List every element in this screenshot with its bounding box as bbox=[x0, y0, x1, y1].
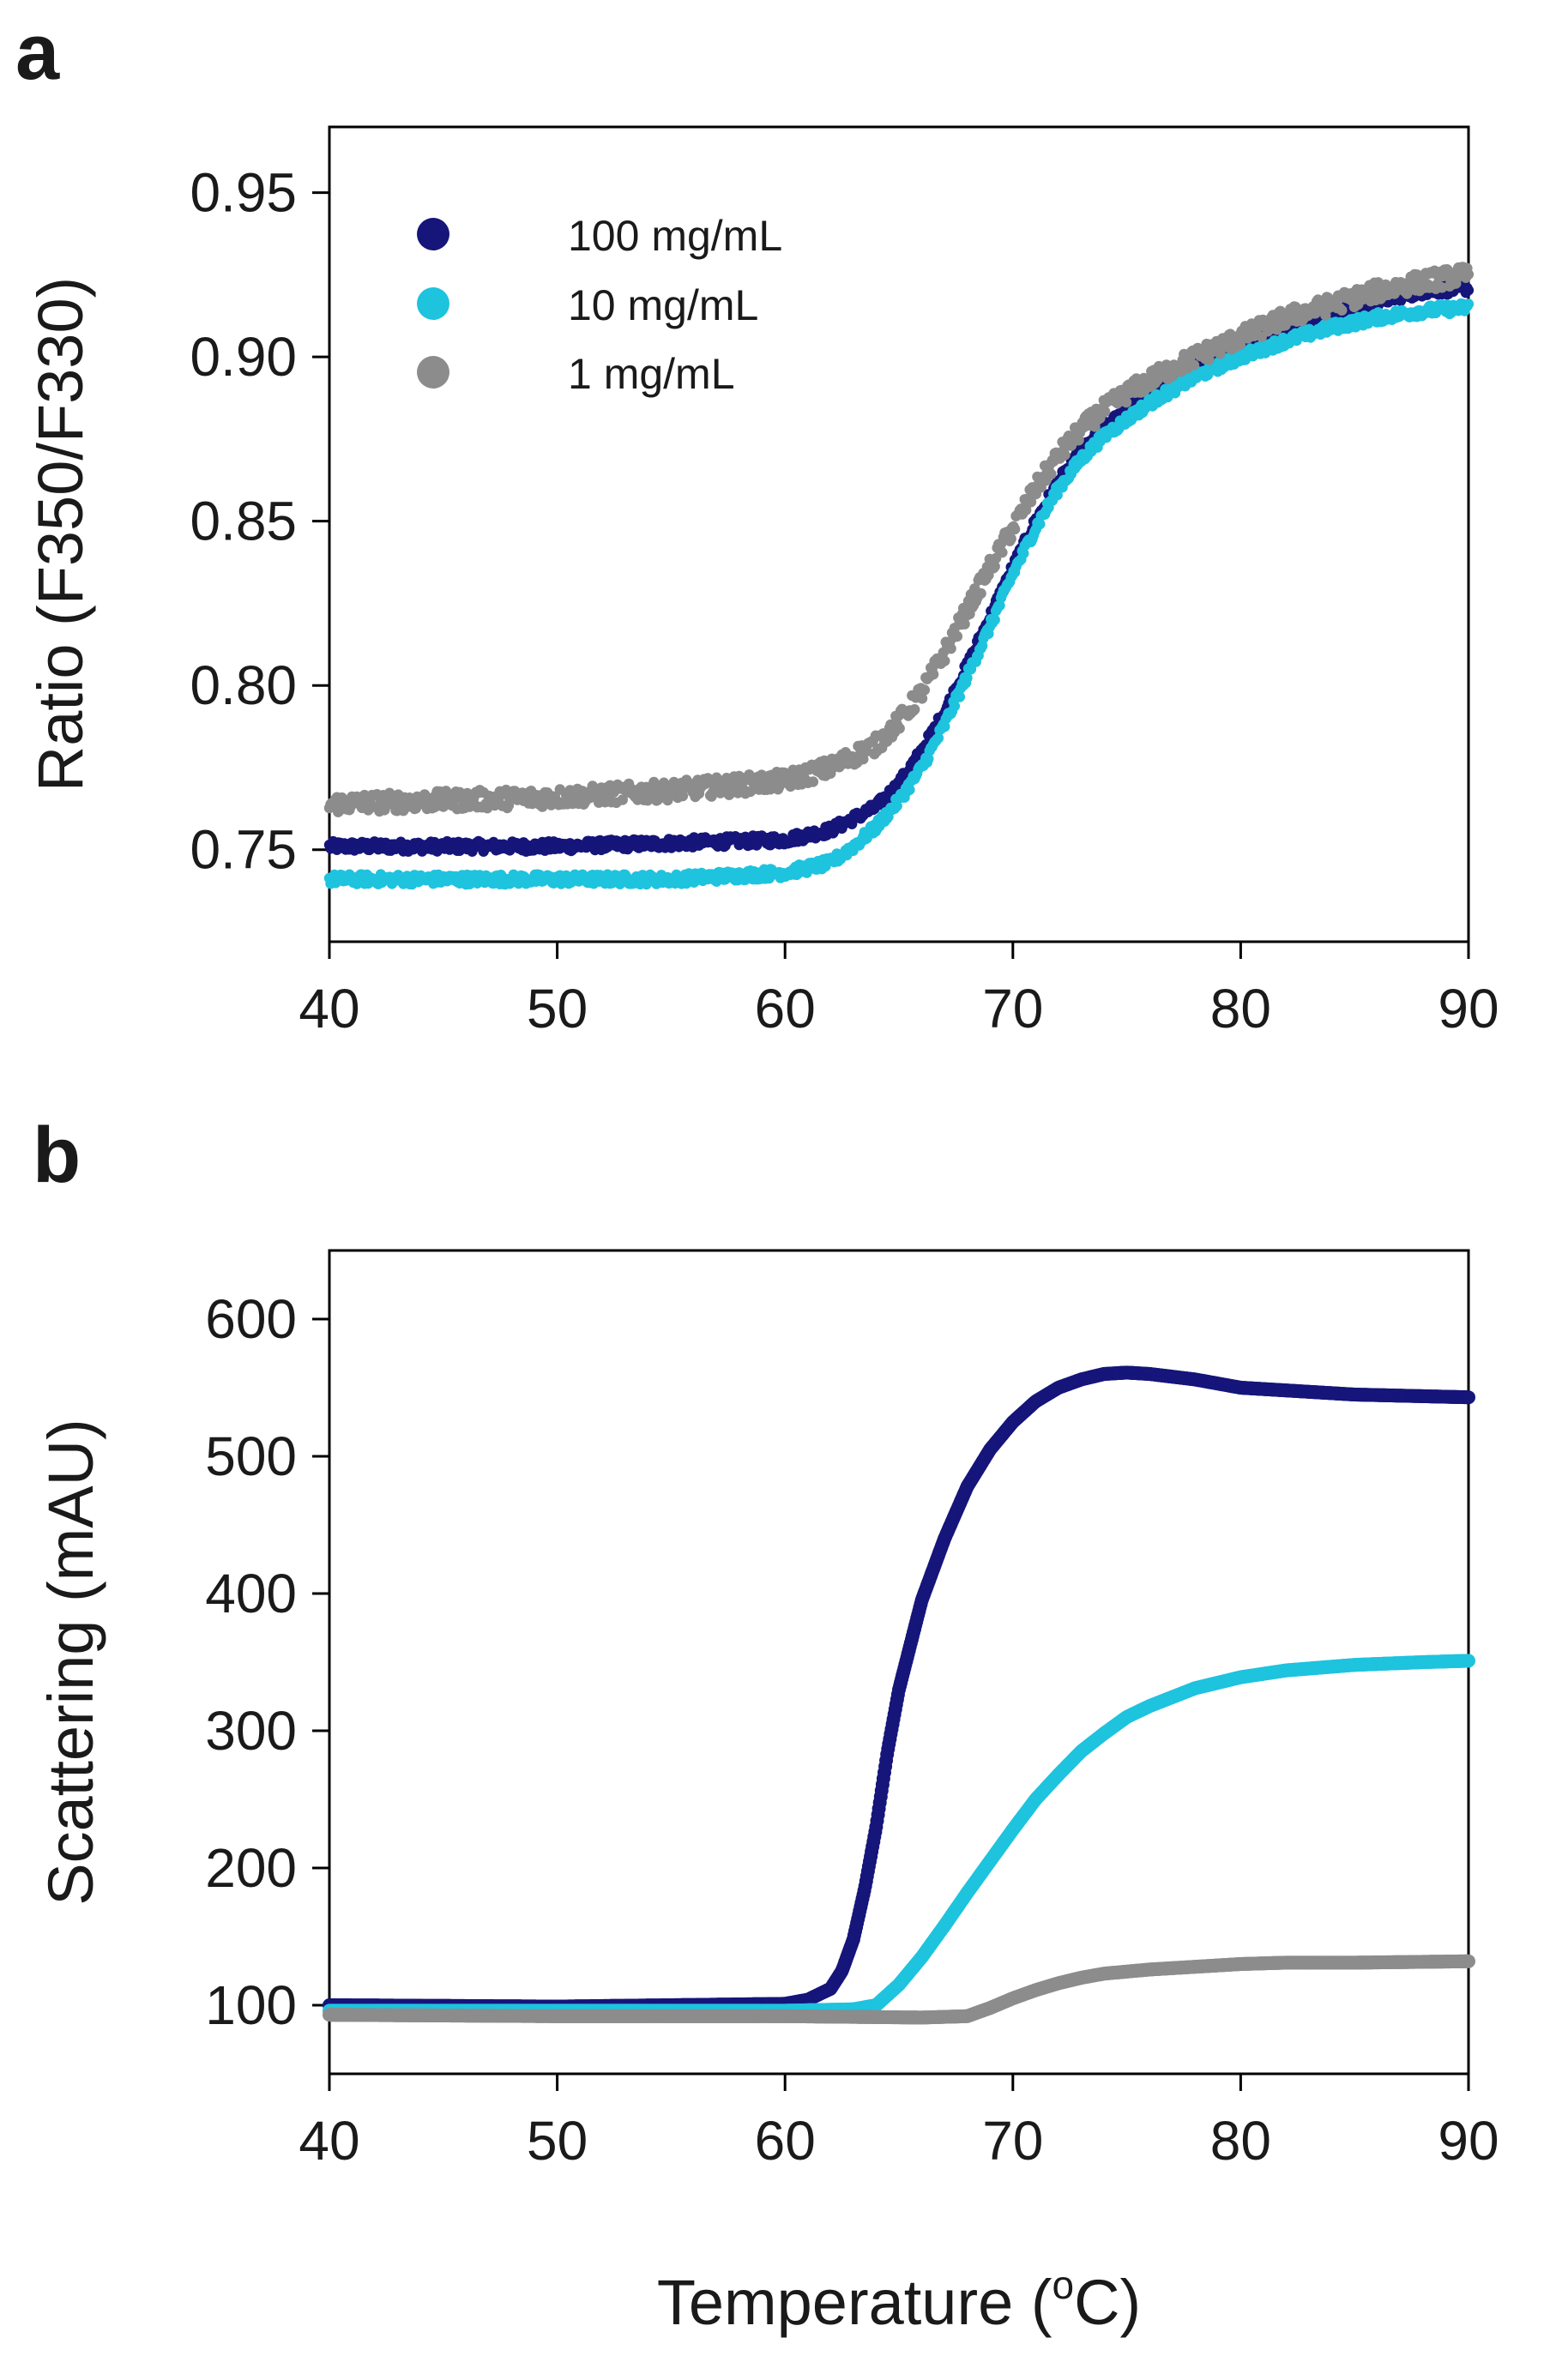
x-tick-label: 40 bbox=[299, 978, 359, 1039]
x-tick-label: 80 bbox=[1210, 978, 1271, 1039]
y-tick-label: 500 bbox=[205, 1425, 297, 1487]
legend-label-1: 1 mg/mL bbox=[568, 350, 735, 398]
data-point bbox=[894, 723, 905, 734]
x-tick-label: 60 bbox=[755, 2110, 816, 2172]
data-point bbox=[923, 753, 934, 765]
data-point bbox=[919, 684, 931, 696]
data-point bbox=[975, 587, 986, 600]
data-point bbox=[1188, 359, 1200, 371]
y-tick-label: 400 bbox=[205, 1563, 297, 1624]
y-tick-label: 200 bbox=[205, 1837, 297, 1899]
x-tick-label: 90 bbox=[1438, 978, 1499, 1039]
data-point bbox=[951, 630, 963, 642]
data-point bbox=[1120, 396, 1132, 408]
legend-marker-1 bbox=[417, 356, 449, 389]
panel-label-a: a bbox=[15, 9, 60, 96]
y-axis-label-a: Ratio (F350/F330) bbox=[25, 277, 96, 792]
data-point bbox=[1463, 298, 1475, 310]
data-point bbox=[945, 643, 956, 654]
y-tick-label: 0.85 bbox=[190, 491, 297, 552]
data-point bbox=[891, 800, 902, 811]
data-a bbox=[323, 262, 1475, 890]
data-point bbox=[1018, 548, 1029, 559]
data-point bbox=[1046, 468, 1057, 479]
data-point bbox=[1462, 1390, 1475, 1405]
data-point bbox=[1336, 304, 1348, 316]
data-point bbox=[949, 701, 961, 712]
data-point bbox=[1059, 449, 1071, 461]
y-tick-label: 100 bbox=[205, 1974, 297, 2036]
data-point bbox=[909, 704, 920, 715]
data-point bbox=[1463, 268, 1475, 280]
y-tick-label: 600 bbox=[205, 1288, 297, 1350]
legend-marker-100 bbox=[417, 218, 449, 250]
data-point bbox=[939, 655, 950, 666]
y-tick-label: 300 bbox=[205, 1700, 297, 1762]
x-tick-label: 50 bbox=[527, 2110, 588, 2172]
y-tick-label: 0.95 bbox=[190, 162, 297, 224]
panel-label-b: b bbox=[33, 1112, 81, 1199]
x-tick-label: 70 bbox=[982, 978, 1043, 1039]
x-tick-label: 60 bbox=[755, 978, 816, 1039]
series-100-mg-ml bbox=[323, 278, 1475, 857]
data-point bbox=[954, 691, 966, 702]
data-b bbox=[323, 1365, 1475, 2025]
data-point bbox=[927, 669, 939, 680]
data-point bbox=[904, 784, 915, 796]
ticks-a: 40 50 60 70 80 90 0.75 0.80 0.85 0.90 0.95 bbox=[190, 162, 1499, 1039]
x-tick-label: 80 bbox=[1210, 2110, 1271, 2172]
data-point bbox=[997, 546, 1008, 558]
legend-marker-10 bbox=[417, 287, 449, 320]
data-point bbox=[962, 672, 973, 684]
data-point bbox=[1009, 523, 1021, 535]
data-point bbox=[1100, 406, 1111, 418]
y-tick-label: 0.75 bbox=[190, 819, 297, 881]
legend-label-100: 100 mg/mL bbox=[568, 212, 782, 260]
x-tick-label: 70 bbox=[982, 2110, 1043, 2172]
data-point bbox=[1005, 533, 1016, 545]
data-point bbox=[807, 776, 819, 787]
panel-a: a 40 50 60 70 80 90 0.75 0.80 0.85 0.90 0.95 Ratio… bbox=[15, 9, 1499, 1039]
series-10-mg-ml bbox=[323, 298, 1475, 890]
data-point bbox=[1463, 285, 1475, 296]
y-tick-label: 0.80 bbox=[190, 654, 297, 716]
data-point bbox=[989, 614, 1000, 625]
y-tick-label: 0.90 bbox=[190, 326, 297, 388]
legend-label-10: 10 mg/mL bbox=[568, 281, 758, 329]
series-100-mg-ml bbox=[323, 1365, 1475, 2014]
x-tick-label: 50 bbox=[527, 978, 588, 1039]
legend: 100 mg/mL 10 mg/mL 1 mg/mL bbox=[417, 212, 782, 398]
data-point bbox=[1034, 518, 1046, 530]
ticks-b: 40 50 60 70 80 90 100 200 300 400 500 600 bbox=[205, 1288, 1499, 2172]
data-point bbox=[932, 732, 944, 744]
x-tick-label: 90 bbox=[1438, 2110, 1499, 2172]
series-1-mg-ml bbox=[323, 262, 1475, 817]
plot-frame-a bbox=[328, 125, 1470, 943]
x-tick-label: 40 bbox=[299, 2110, 359, 2172]
